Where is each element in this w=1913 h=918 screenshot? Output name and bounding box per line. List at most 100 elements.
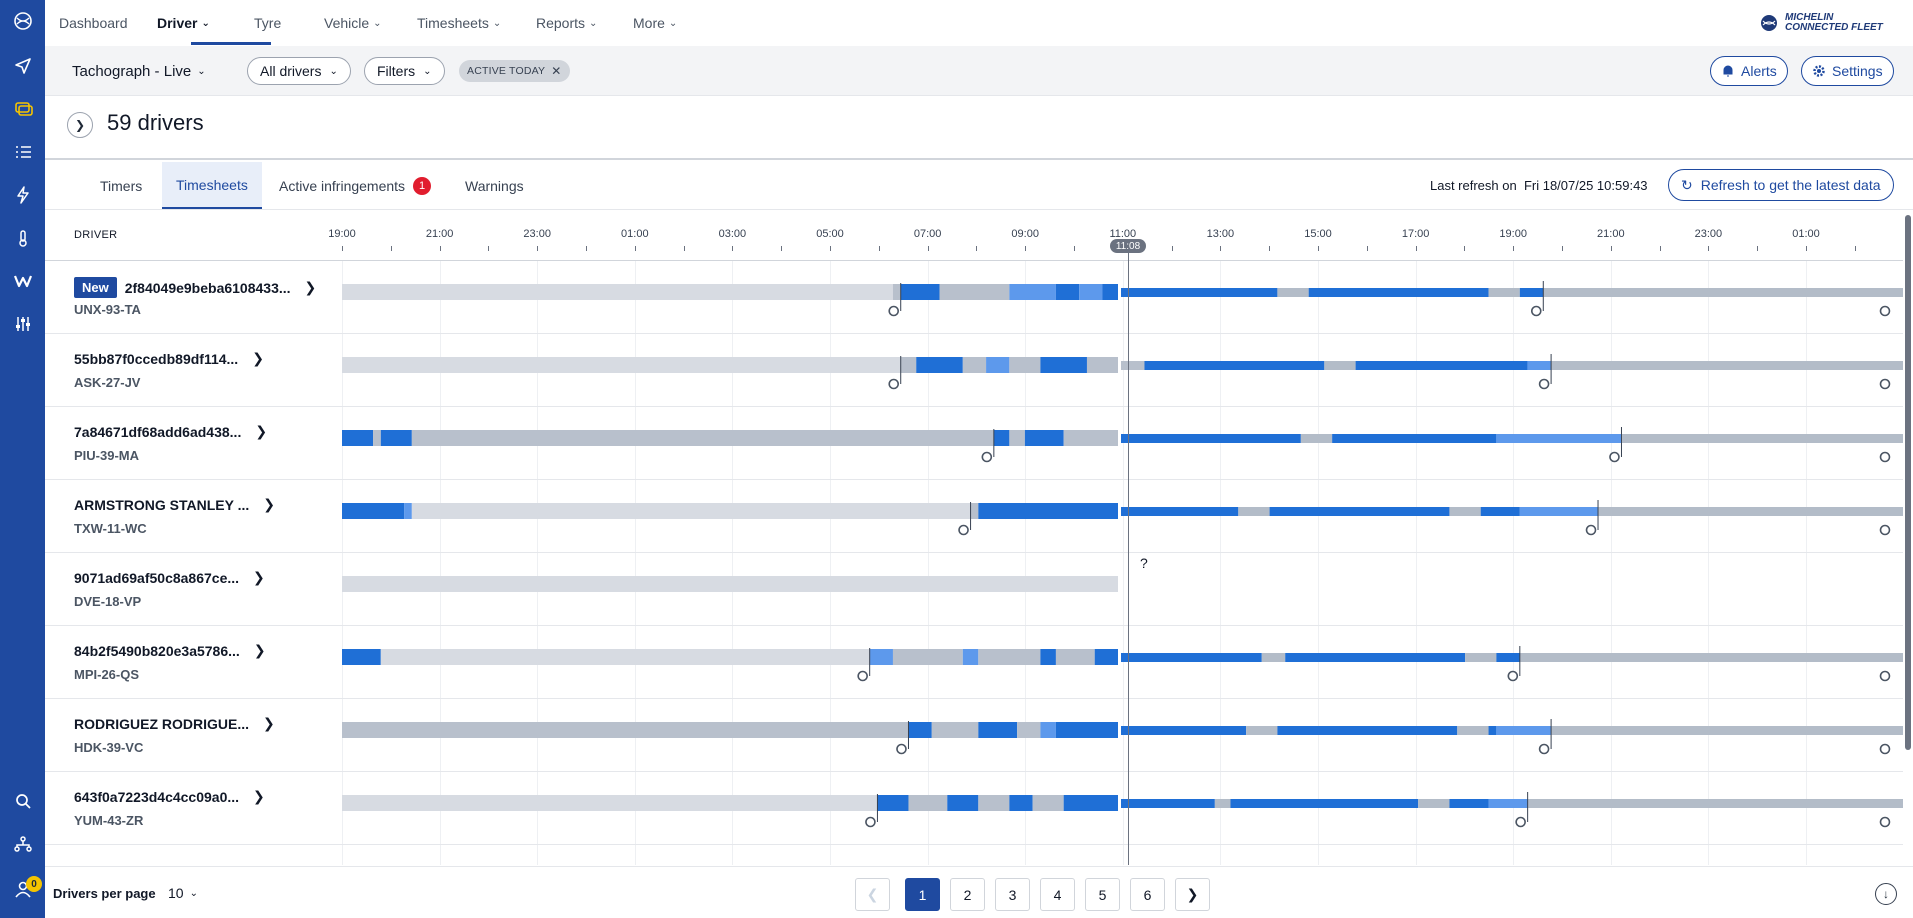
driver-row[interactable]: 643f0a7223d4c4cc09a0... ❯ YUM-43-ZR — [45, 772, 1903, 845]
driver-name[interactable]: 643f0a7223d4c4cc09a0... ❯ — [74, 788, 265, 805]
expand-panel-button[interactable]: ❯ — [67, 112, 93, 138]
chevron-left-icon: ❮ — [866, 886, 879, 902]
driver-row[interactable]: 7a84671df68add6ad438... ❯ PIU-39-MA — [45, 407, 1903, 480]
driver-row[interactable]: 9071ad69af50c8a867ce... ❯ DVE-18-VP? — [45, 553, 1903, 626]
vertical-scrollbar[interactable] — [1905, 215, 1911, 750]
activity-timeline-bar[interactable] — [45, 407, 1903, 479]
alerts-button[interactable]: Alerts — [1710, 56, 1788, 86]
page-button-2[interactable]: 2 — [950, 878, 985, 911]
driver-row[interactable]: 84b2f5490b820e3a5786... ❯ MPI-26-QS — [45, 626, 1903, 699]
tachograph-view-selector[interactable]: Tachograph - Live ⌄ — [72, 62, 206, 80]
nav-vehicle[interactable]: Vehicle ⌄ — [324, 15, 382, 31]
download-icon[interactable]: ↓ — [1875, 883, 1897, 905]
activity-timeline-bar[interactable] — [45, 626, 1903, 698]
page-button-4[interactable]: 4 — [1040, 878, 1075, 911]
driver-row[interactable]: ARMSTRONG STANLEY ... ❯ TXW-11-WC — [45, 480, 1903, 553]
tab-active-infringements[interactable]: Active infringements 1 — [279, 162, 432, 209]
refresh-button[interactable]: ↻ Refresh to get the latest data — [1668, 169, 1894, 201]
driver-name-text: 84b2f5490b820e3a5786... — [74, 642, 240, 659]
previous-page-button[interactable]: ❮ — [855, 878, 890, 911]
tab-timers[interactable]: Timers — [100, 177, 143, 194]
lightning-icon[interactable] — [8, 180, 37, 209]
tab-warnings[interactable]: Warnings — [465, 177, 524, 194]
driver-name[interactable]: 7a84671df68add6ad438... ❯ — [74, 423, 267, 440]
activity-timeline-bar[interactable] — [45, 261, 1903, 333]
nav-reports[interactable]: Reports ⌄ — [536, 15, 598, 31]
shift-marker-icon — [1585, 524, 1597, 536]
driver-name[interactable]: New 2f84049e9beba6108433... ❯ — [74, 277, 316, 298]
chevron-right-icon[interactable]: ❯ — [252, 350, 264, 366]
chevron-right-icon[interactable]: ❯ — [253, 642, 266, 658]
tab-timesheets[interactable]: Timesheets — [162, 162, 262, 209]
nav-dashboard[interactable]: Dashboard — [59, 15, 128, 31]
time-tick-label: 19:00 — [328, 228, 356, 240]
grid-line — [1513, 261, 1515, 865]
forecast-segment-planned — [1457, 726, 1489, 735]
settings-button[interactable]: Settings — [1801, 56, 1894, 86]
driver-name-text: ARMSTRONG STANLEY ... — [74, 496, 250, 513]
nav-timesheets[interactable]: Timesheets ⌄ — [417, 15, 502, 31]
thermometer-icon[interactable] — [8, 223, 37, 252]
filters-dropdown[interactable]: Filters ⌄ — [364, 57, 445, 85]
driver-name[interactable]: 9071ad69af50c8a867ce... ❯ — [74, 569, 265, 586]
time-tick-mark — [1269, 246, 1271, 251]
page-button-5[interactable]: 5 — [1085, 878, 1120, 911]
forecast-segment-planned — [1551, 726, 1903, 735]
time-tick-mark — [1659, 246, 1661, 251]
driver-name[interactable]: ARMSTRONG STANLEY ... ❯ — [74, 496, 275, 513]
chevron-down-icon: ⌄ — [373, 17, 382, 29]
chevron-right-icon: ❯ — [1186, 886, 1199, 902]
activity-timeline-bar[interactable] — [45, 334, 1903, 406]
activity-segment-drive — [908, 722, 932, 738]
page-button-6[interactable]: 6 — [1130, 878, 1165, 911]
chevron-right-icon[interactable]: ❯ — [263, 496, 276, 512]
chevron-right-icon[interactable]: ❯ — [304, 279, 317, 295]
checklist-icon[interactable] — [8, 137, 37, 166]
close-icon[interactable]: ✕ — [551, 64, 562, 78]
time-tick-mark — [488, 246, 490, 251]
next-page-button[interactable]: ❯ — [1175, 878, 1210, 911]
unknown-status-marker: ? — [1140, 555, 1148, 571]
drivers-filter-dropdown[interactable]: All drivers ⌄ — [247, 57, 351, 85]
chevron-right-icon[interactable]: ❯ — [253, 569, 265, 585]
forecast-segment-drive — [1355, 361, 1528, 370]
end-marker-icon — [1879, 378, 1891, 390]
search-icon[interactable] — [8, 786, 37, 815]
grid-line — [1122, 261, 1124, 865]
page-button-1[interactable]: 1 — [905, 878, 940, 911]
w-app-icon[interactable] — [8, 266, 37, 295]
activity-timeline-bar[interactable] — [45, 480, 1903, 552]
activity-segment-work — [986, 357, 1010, 373]
driver-row[interactable]: 55bb87f0ccedb89df114... ❯ ASK-27-JV — [45, 334, 1903, 407]
forecast-segment-drive — [1230, 799, 1419, 808]
forecast-segment-planned — [1238, 507, 1270, 516]
chevron-right-icon[interactable]: ❯ — [253, 788, 265, 804]
page-button-3[interactable]: 3 — [995, 878, 1030, 911]
navigation-arrow-icon[interactable] — [8, 51, 37, 80]
activity-segment-avail — [342, 284, 893, 300]
drivers-per-page-select[interactable]: 10 ⌄ — [168, 885, 198, 901]
grid-line — [1025, 261, 1027, 865]
nav-tyre[interactable]: Tyre — [254, 15, 282, 31]
sliders-icon[interactable] — [8, 309, 37, 338]
tachograph-icon[interactable] — [8, 94, 37, 123]
driver-row[interactable]: New 2f84049e9beba6108433... ❯ UNX-93-TA — [45, 261, 1903, 334]
active-today-chip[interactable]: ACTIVE TODAY ✕ — [459, 60, 570, 82]
driver-name[interactable]: 55bb87f0ccedb89df114... ❯ — [74, 350, 264, 367]
driver-name[interactable]: 84b2f5490b820e3a5786... ❯ — [74, 642, 266, 659]
forecast-segment-planned — [1488, 288, 1520, 297]
chevron-right-icon[interactable]: ❯ — [263, 715, 275, 731]
driver-column-header: DRIVER — [74, 229, 118, 241]
activity-segment-drive — [1040, 357, 1087, 373]
hierarchy-icon[interactable] — [8, 829, 37, 858]
globe-logo-icon[interactable] — [8, 6, 37, 35]
nav-driver[interactable]: Driver ⌄ — [157, 15, 210, 31]
chevron-down-icon: ⌄ — [329, 65, 338, 77]
chevron-right-icon[interactable]: ❯ — [255, 423, 268, 439]
driver-row[interactable]: RODRIGUEZ RODRIGUE... ❯ HDK-39-VC — [45, 699, 1903, 772]
nav-more[interactable]: More ⌄ — [633, 15, 678, 31]
activity-timeline-bar[interactable] — [45, 699, 1903, 771]
activity-timeline-bar[interactable] — [45, 772, 1903, 844]
driver-name[interactable]: RODRIGUEZ RODRIGUE... ❯ — [74, 715, 275, 732]
activity-timeline-bar[interactable] — [45, 553, 1903, 625]
